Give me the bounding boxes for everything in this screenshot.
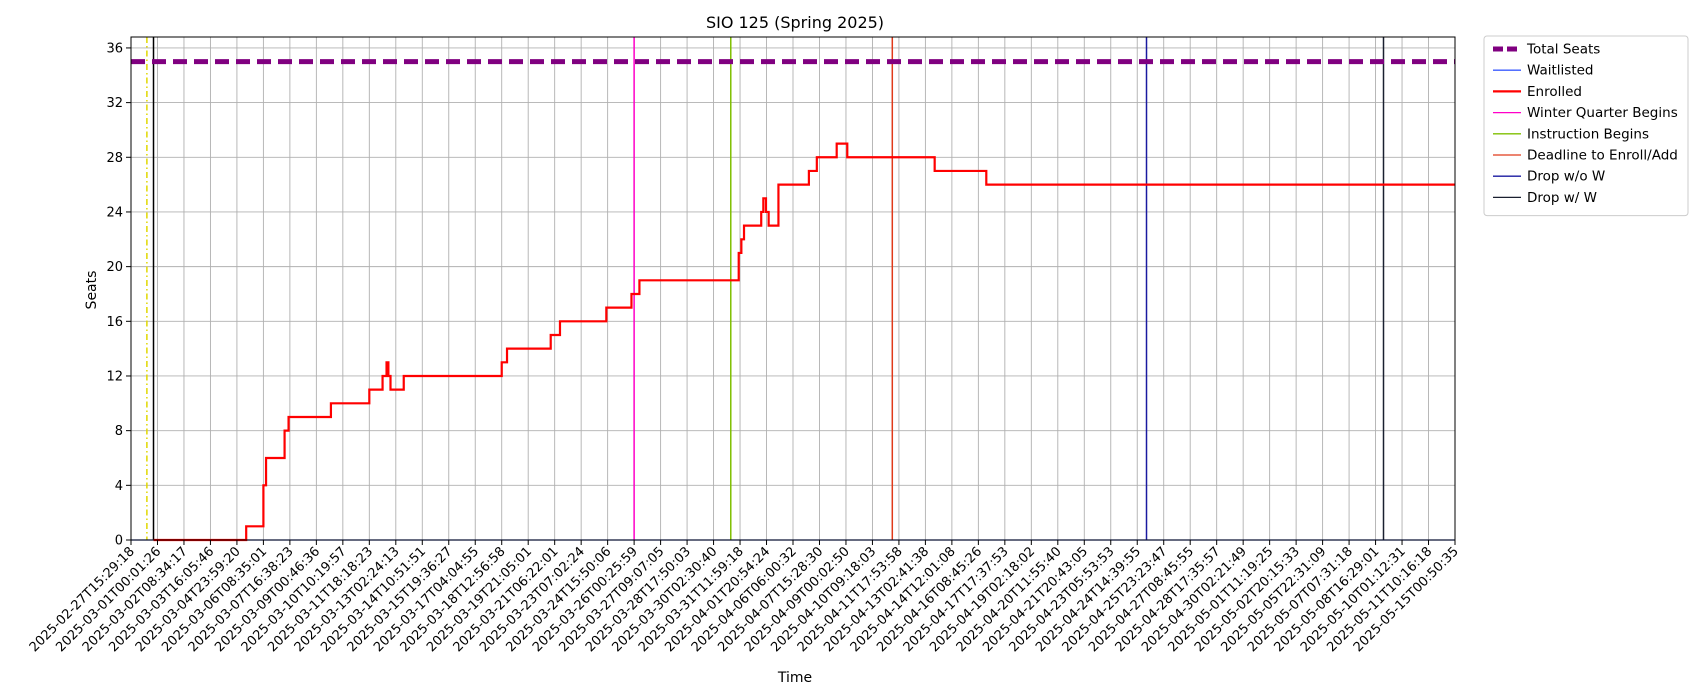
y-tick-label: 36 [106,41,123,56]
axes: 048121620242832362025-02-27T15:29:182025… [27,41,1462,655]
legend-label: Total Seats [1526,42,1600,58]
legend-box [1483,35,1689,217]
legend-label: Drop w/o W [1527,169,1605,185]
y-axis-label: Seats [84,271,100,310]
chart-title: SIO 125 (Spring 2025) [706,13,884,32]
event-lines [146,37,1385,540]
y-tick-label: 4 [115,479,123,494]
legend-label: Enrolled [1527,84,1582,100]
grid [130,37,1456,541]
x-axis-label: Time [777,670,812,686]
legend: Total Seats Waitlisted Enrolled Winter Quar… [1483,35,1689,217]
y-tick-label: 20 [106,260,123,275]
legend-label: Waitlisted [1527,63,1594,79]
y-tick-label: 28 [106,151,123,166]
legend-label: Winter Quarter Begins [1527,105,1678,121]
y-tick-label: 12 [106,369,123,384]
y-tick-label: 0 [115,534,123,549]
series-enrolled [153,142,1455,542]
y-tick-label: 32 [106,96,123,111]
legend-label: Instruction Begins [1527,126,1649,142]
y-tick-label: 8 [115,424,123,439]
y-tick-label: 16 [106,315,123,330]
legend-label: Deadline to Enroll/Add [1527,148,1678,164]
y-tick-label: 24 [106,205,123,220]
legend-label: Drop w/ W [1527,190,1597,206]
